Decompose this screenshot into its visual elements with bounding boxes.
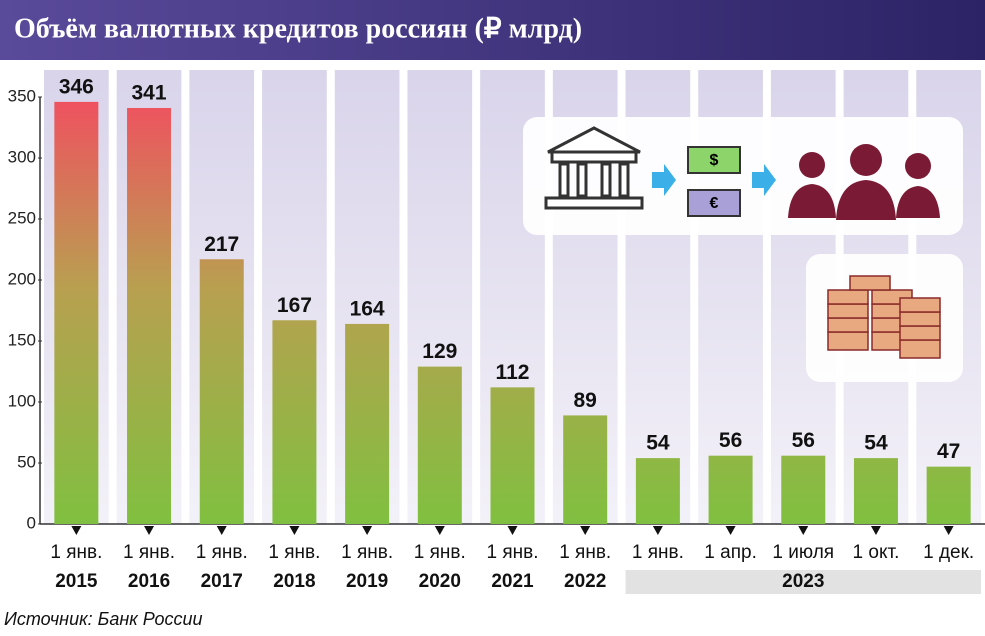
year-label: 2016 <box>128 571 170 592</box>
x-tick-label: 1 янв. <box>123 542 175 563</box>
value-label: 164 <box>350 297 385 320</box>
x-tick-label: 1 янв. <box>196 542 248 563</box>
tick-marker <box>507 526 518 535</box>
group-label: 2023 <box>782 571 824 592</box>
bar <box>781 455 826 524</box>
value-label: 129 <box>422 340 457 363</box>
y-tick-label: 250 <box>8 208 36 227</box>
x-tick-label: 1 янв. <box>268 542 320 563</box>
year-label: 2018 <box>273 571 315 592</box>
y-tick-label: 150 <box>8 330 36 349</box>
bar <box>853 458 898 524</box>
x-tick-label: 1 апр. <box>704 542 757 563</box>
tick-marker <box>216 526 227 535</box>
year-label: 2015 <box>55 571 98 592</box>
value-label: 341 <box>132 82 167 105</box>
y-tick-label: 100 <box>8 391 36 410</box>
tick-marker <box>434 526 445 535</box>
y-tick-label: 0 <box>27 513 36 532</box>
tick-marker <box>289 526 300 535</box>
tick-marker <box>870 526 881 535</box>
x-tick-label: 1 янв. <box>487 542 539 563</box>
x-tick-label: 1 янв. <box>559 542 611 563</box>
tick-marker <box>71 526 82 535</box>
value-label: 54 <box>646 432 670 455</box>
value-label: 217 <box>204 233 239 256</box>
value-label: 56 <box>719 429 742 452</box>
tick-marker <box>725 526 736 535</box>
bar <box>54 101 99 524</box>
value-label: 89 <box>574 389 597 412</box>
tick-marker <box>798 526 809 535</box>
svg-text:$: $ <box>710 152 719 169</box>
bar <box>345 323 390 524</box>
bar <box>272 320 317 524</box>
bar <box>127 107 172 524</box>
bar <box>417 366 462 524</box>
y-tick-label: 50 <box>17 452 36 471</box>
value-label: 112 <box>496 361 530 384</box>
value-label: 346 <box>59 75 94 98</box>
x-tick-label: 1 янв. <box>632 542 684 563</box>
bar <box>635 458 680 524</box>
year-label: 2022 <box>564 571 606 592</box>
x-tick-label: 1 июля <box>772 542 834 563</box>
tick-marker <box>580 526 591 535</box>
x-tick-label: 1 янв. <box>414 542 466 563</box>
value-label: 167 <box>277 294 312 317</box>
y-tick-label: 300 <box>8 147 36 166</box>
bar <box>490 387 535 524</box>
group-band <box>625 570 981 594</box>
year-label: 2020 <box>419 571 461 592</box>
plot: 0 50 100 150 200 250 300 350 346 1 янв. 2015 341 1 я… <box>8 75 985 594</box>
tick-marker <box>652 526 663 535</box>
y-tick-label: 200 <box>8 269 36 288</box>
value-label: 56 <box>792 429 815 452</box>
source: Источник: Банк России <box>4 609 203 629</box>
chart-title: Объём валютных кредитов россиян (₽ млрд) <box>14 13 582 44</box>
bar <box>708 455 753 524</box>
x-tick-label: 1 окт. <box>853 542 900 563</box>
bar <box>199 259 244 524</box>
year-label: 2019 <box>346 571 388 592</box>
title-bar <box>0 0 985 60</box>
x-tick-label: 1 янв. <box>50 542 102 563</box>
year-label: 2021 <box>491 571 534 592</box>
tick-marker <box>144 526 155 535</box>
svg-text:€: € <box>710 195 719 212</box>
x-tick-label: 1 янв. <box>341 542 393 563</box>
bar <box>926 466 971 524</box>
year-label: 2017 <box>201 571 243 592</box>
illustration: $ € <box>523 117 963 382</box>
tick-marker <box>943 526 954 535</box>
bar <box>563 415 608 524</box>
value-label: 47 <box>937 440 960 463</box>
y-tick-label: 350 <box>8 86 36 105</box>
x-tick-label: 1 дек. <box>923 542 974 563</box>
value-label: 54 <box>864 432 888 455</box>
tick-marker <box>362 526 373 535</box>
